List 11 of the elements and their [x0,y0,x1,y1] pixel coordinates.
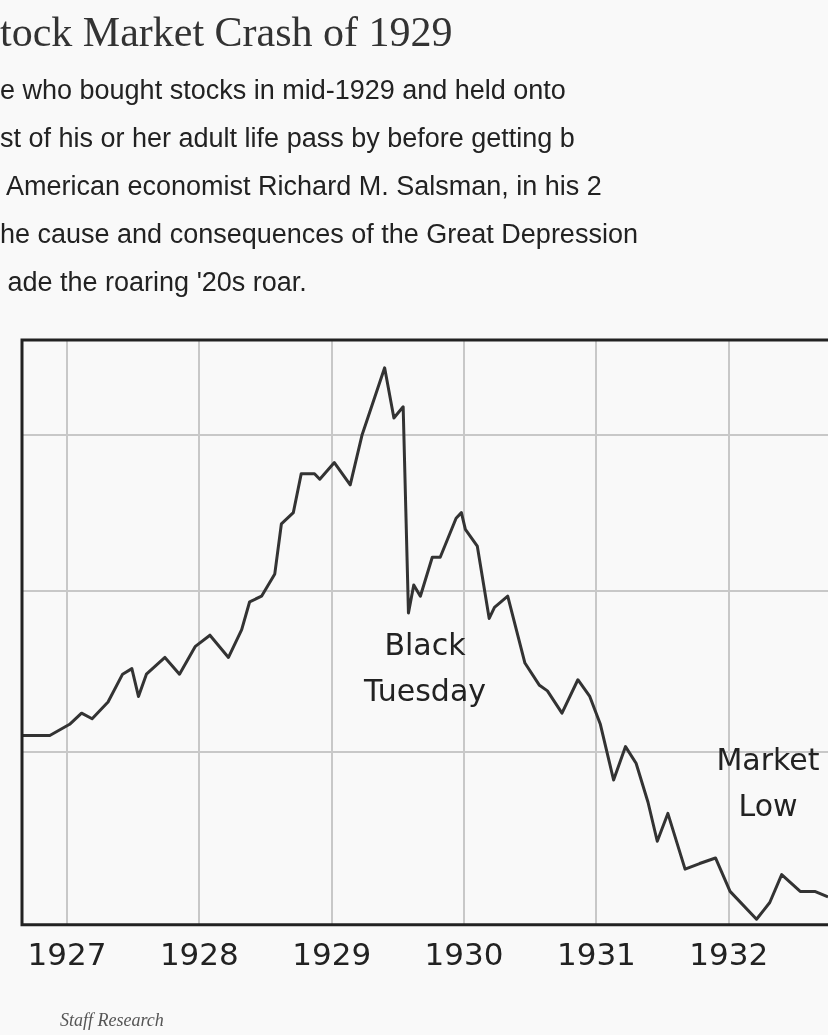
chart-subtitle: e who bought stocks in mid-1929 and held onto st of his or her adult life pass by before getting b American economist Richard M. Salsman, in his 2 he cause and consequences of the Great Depression ade the roaring '20s roar. [0,74,638,299]
x-tick-label: 1929 [292,936,372,973]
text: Staff Research [60,1010,164,1031]
chart-title: tock Market Crash of 1929 [0,8,453,56]
x-tick-label: 1927 [27,936,107,973]
x-tick-label: 1928 [159,936,239,973]
x-tick-label: 1932 [689,936,769,973]
annotation: Black Tuesday [362,626,487,708]
annotation: Market Low [716,741,820,823]
x-tick-label: 1930 [424,936,504,973]
x-tick-label: 1931 [556,936,636,973]
